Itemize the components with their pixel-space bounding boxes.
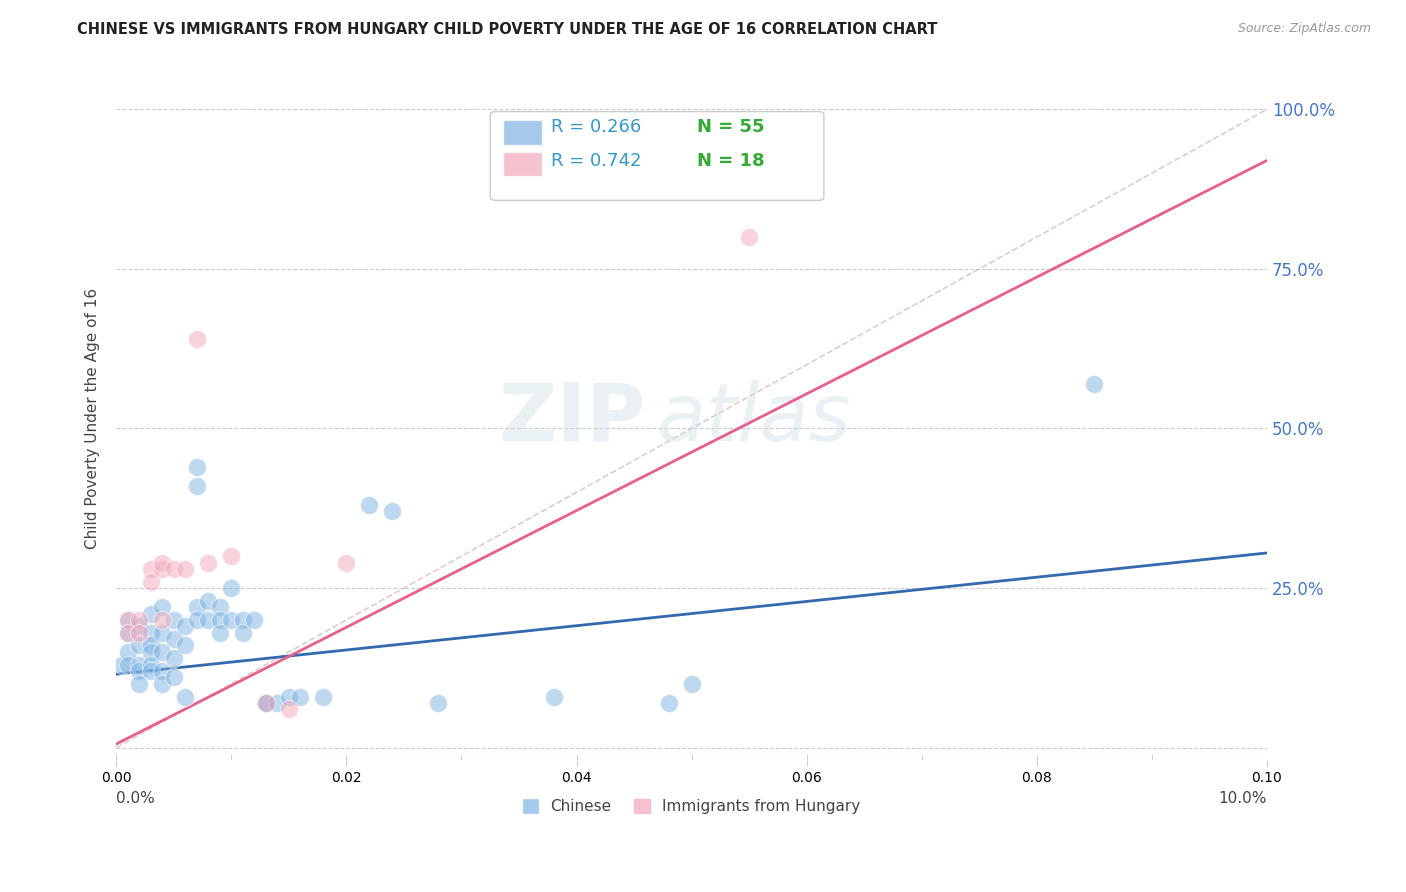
Text: R = 0.266: R = 0.266 — [551, 119, 641, 136]
Text: R = 0.742: R = 0.742 — [551, 153, 641, 170]
FancyBboxPatch shape — [503, 120, 541, 145]
Y-axis label: Child Poverty Under the Age of 16: Child Poverty Under the Age of 16 — [86, 288, 100, 549]
Text: Source: ZipAtlas.com: Source: ZipAtlas.com — [1237, 22, 1371, 36]
Text: N = 55: N = 55 — [697, 119, 765, 136]
Legend: Chinese, Immigrants from Hungary: Chinese, Immigrants from Hungary — [523, 799, 860, 814]
Text: 0.0%: 0.0% — [117, 791, 155, 806]
Text: 10.0%: 10.0% — [1219, 791, 1267, 806]
Text: ZIP: ZIP — [498, 380, 645, 458]
FancyBboxPatch shape — [491, 112, 824, 201]
Text: N = 18: N = 18 — [697, 153, 765, 170]
Text: atlas: atlas — [657, 380, 852, 458]
FancyBboxPatch shape — [503, 152, 541, 177]
Text: CHINESE VS IMMIGRANTS FROM HUNGARY CHILD POVERTY UNDER THE AGE OF 16 CORRELATION: CHINESE VS IMMIGRANTS FROM HUNGARY CHILD… — [77, 22, 938, 37]
